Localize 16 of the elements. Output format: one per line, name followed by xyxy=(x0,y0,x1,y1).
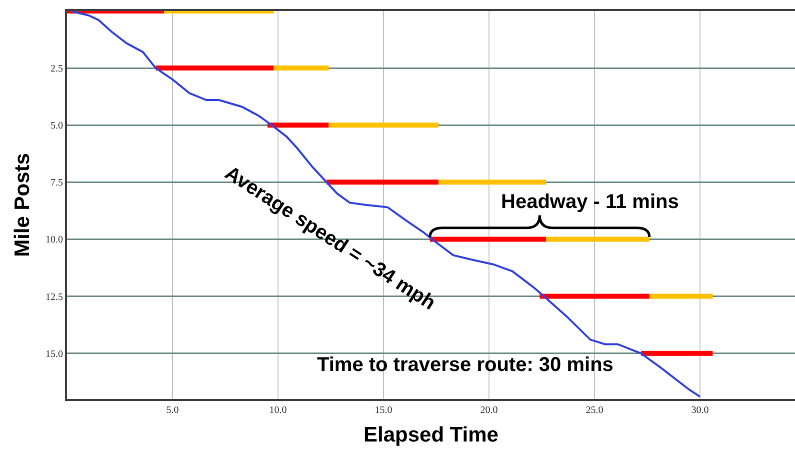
annotation: Time to traverse route: 30 mins xyxy=(317,354,614,376)
x-tick-label: 30.0 xyxy=(691,405,709,416)
y-tick-label: 15.0 xyxy=(46,348,63,360)
x-tick-label: 10.0 xyxy=(269,405,287,416)
y-tick-label: 2.5 xyxy=(50,64,63,75)
y-axis-title: Mile Posts xyxy=(11,153,34,257)
y-tick-label: 5.0 xyxy=(50,120,63,132)
x-tick-label: 5.0 xyxy=(166,405,179,416)
y-tick-label: 7.5 xyxy=(50,178,63,189)
x-tick-label: 25.0 xyxy=(586,405,604,416)
x-tick-label: 20.0 xyxy=(480,405,498,416)
x-tick-label: 15.0 xyxy=(374,405,392,416)
annotation: Headway - 11 mins xyxy=(501,191,679,213)
y-tick-label: 12.5 xyxy=(46,292,63,303)
y-tick-label: 10.0 xyxy=(46,234,63,246)
x-axis-title: Elapsed Time xyxy=(363,424,499,447)
